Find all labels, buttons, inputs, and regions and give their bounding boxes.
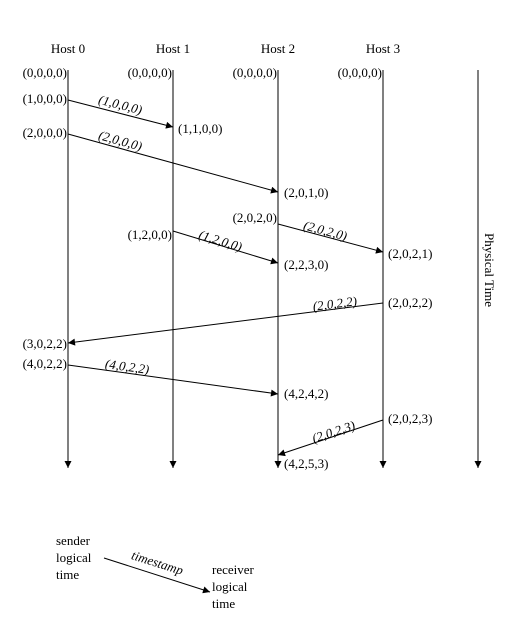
host-label: Host 1 xyxy=(156,41,190,56)
clock: (2,0,0,0) xyxy=(23,125,67,140)
host-label: Host 0 xyxy=(51,41,85,56)
message-arrow xyxy=(67,302,384,346)
clock: (1,0,0,0) xyxy=(23,91,67,106)
clock: (0,0,0,0) xyxy=(338,65,382,80)
message-timestamp: (1,2,0,0) xyxy=(197,227,244,254)
message-arrow xyxy=(277,419,384,457)
message-arrow xyxy=(67,99,174,129)
clock: (2,0,2,3) xyxy=(388,411,432,426)
legend-arrow xyxy=(103,557,211,594)
message-timestamp: (2,0,0,0) xyxy=(97,127,144,153)
clock: (0,0,0,0) xyxy=(23,65,67,80)
message-timestamp: (2,0,2,3) xyxy=(310,417,357,445)
legend-receiver: receiver xyxy=(212,562,255,577)
clock: (4,0,2,2) xyxy=(23,356,67,371)
clock: (4,2,5,3) xyxy=(284,456,328,471)
clock: (1,1,0,0) xyxy=(178,121,222,136)
message-timestamp: (2,0,2,2) xyxy=(312,293,358,313)
legend-sender: logical xyxy=(56,550,92,565)
clock: (2,0,2,1) xyxy=(388,246,432,261)
legend-receiver: time xyxy=(212,596,235,611)
legend-sender: time xyxy=(56,567,79,582)
message-arrow xyxy=(277,223,384,254)
clock: (3,0,2,2) xyxy=(23,336,67,351)
clock: (1,2,0,0) xyxy=(128,227,172,242)
clock: (0,0,0,0) xyxy=(233,65,277,80)
message-timestamp: (4,0,2,2) xyxy=(104,356,150,377)
clock: (4,2,4,2) xyxy=(284,386,328,401)
message-arrow xyxy=(67,364,279,397)
clock: (2,2,3,0) xyxy=(284,257,328,272)
clock: (0,0,0,0) xyxy=(128,65,172,80)
message-arrow xyxy=(172,230,279,265)
clock: (2,0,2,0) xyxy=(233,210,277,225)
legend-receiver: logical xyxy=(212,579,248,594)
host-label: Host 3 xyxy=(366,41,400,56)
legend-label: timestamp xyxy=(130,547,186,578)
host-label: Host 2 xyxy=(261,41,295,56)
clock: (2,0,2,2) xyxy=(388,295,432,310)
clock: (2,0,1,0) xyxy=(284,185,328,200)
time-axis-label: Physical Time xyxy=(482,233,497,307)
message-arrow xyxy=(67,133,279,194)
message-timestamp: (2,0,2,0) xyxy=(302,218,349,244)
legend-sender: sender xyxy=(56,533,91,548)
